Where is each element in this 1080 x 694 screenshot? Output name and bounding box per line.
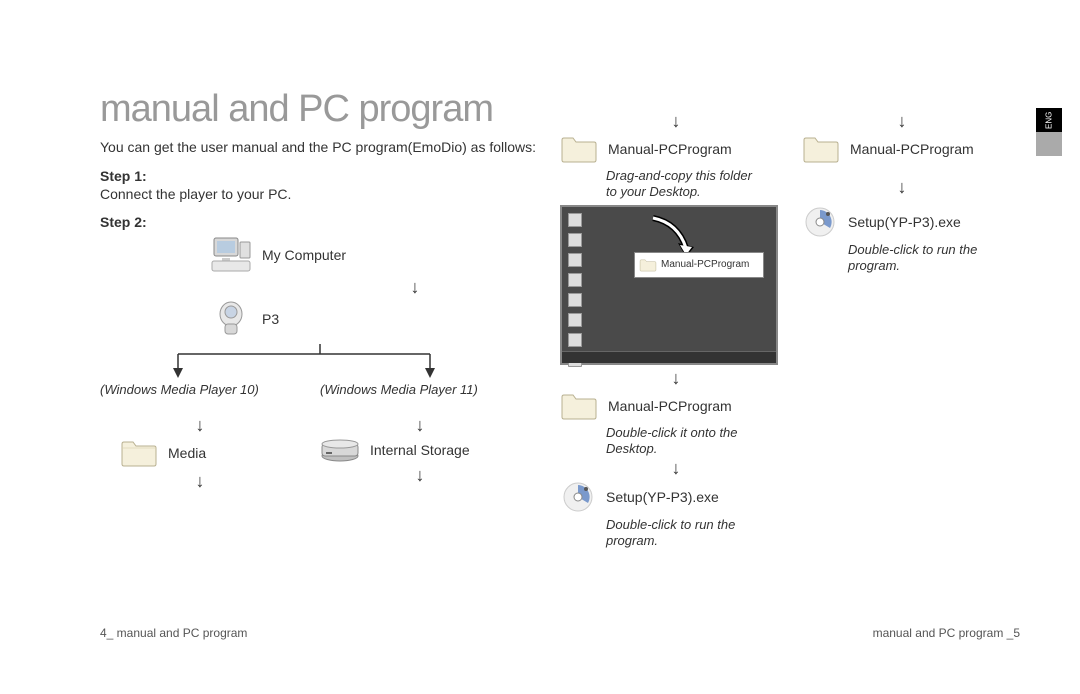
arrow-down-icon: ↓	[100, 472, 300, 490]
arrow-down-icon: ↓	[320, 466, 520, 484]
folder-icon	[802, 134, 840, 164]
computer-icon	[210, 236, 252, 274]
setup-row: Setup(YP-P3).exe	[560, 481, 792, 513]
page-right: ↓ Manual-PCProgram Drag-and-copy this fo…	[560, 20, 1020, 670]
folder-manual-label: Manual-PCProgram	[608, 141, 732, 157]
media-label: Media	[168, 445, 206, 461]
media-row: Media	[120, 438, 300, 468]
page-title: manual and PC program	[100, 90, 560, 128]
arrow-down-icon: ↓	[270, 278, 560, 296]
my-computer-label: My Computer	[262, 247, 346, 263]
drive-icon	[320, 438, 360, 462]
arrow-down-icon: ↓	[320, 416, 520, 434]
folder-icon	[560, 134, 598, 164]
intro-text: You can get the user manual and the PC p…	[100, 138, 560, 156]
wmp10-caption: (Windows Media Player 10)	[100, 382, 300, 398]
drag-folder-box: Manual-PCProgram	[634, 252, 764, 278]
folder-manual-row-2: Manual-PCProgram	[802, 134, 1002, 164]
footer-left: 4_ manual and PC program	[100, 626, 247, 640]
internal-storage-label: Internal Storage	[370, 442, 470, 458]
doubleclick-desktop-caption: Double-click it onto the Desktop.	[606, 425, 756, 458]
folder-icon	[560, 391, 598, 421]
folder-desktop-row: Manual-PCProgram	[560, 391, 792, 421]
setup-exe-icon	[802, 206, 838, 238]
step1-text: Connect the player to your PC.	[100, 186, 560, 202]
setup-row-2: Setup(YP-P3).exe	[802, 206, 1002, 238]
setup-exe-icon	[560, 481, 596, 513]
wmp11-caption: (Windows Media Player 11)	[320, 382, 520, 398]
arrow-down-icon: ↓	[560, 369, 792, 387]
arrow-down-icon: ↓	[560, 112, 792, 130]
language-tab-shadow	[1036, 132, 1062, 156]
drag-folder-label: Manual-PCProgram	[661, 259, 749, 270]
desktop-screenshot: Manual-PCProgram	[560, 205, 778, 365]
step2-label: Step 2:	[100, 214, 560, 230]
arrow-down-icon: ↓	[802, 178, 1002, 196]
page-left: manual and PC program You can get the us…	[100, 20, 560, 670]
arrow-down-icon: ↓	[802, 112, 1002, 130]
desktop-icons	[568, 213, 582, 367]
device-label: P3	[262, 311, 279, 327]
my-computer-row: My Computer	[210, 236, 560, 274]
taskbar	[562, 351, 776, 363]
setup-label: Setup(YP-P3).exe	[606, 489, 719, 505]
folder-icon	[120, 438, 158, 468]
right-column-1: ↓ Manual-PCProgram Drag-and-copy this fo…	[560, 110, 792, 550]
step1-label: Step 1:	[100, 168, 560, 184]
folder-desktop-label: Manual-PCProgram	[608, 398, 732, 414]
arrow-down-icon: ↓	[560, 459, 792, 477]
run-caption: Double-click to run the program.	[606, 517, 766, 550]
folder-manual-label-2: Manual-PCProgram	[850, 141, 974, 157]
device-icon	[210, 300, 252, 338]
device-row: P3	[210, 300, 560, 338]
run-caption-2: Double-click to run the program.	[848, 242, 1008, 275]
language-tab-label: ENG	[1036, 108, 1062, 132]
arrow-down-icon: ↓	[100, 416, 300, 434]
right-column-2: ↓ Manual-PCProgram ↓	[802, 110, 1002, 550]
branch-arrows	[100, 342, 530, 382]
setup-label-2: Setup(YP-P3).exe	[848, 214, 961, 230]
footer-right: manual and PC program _5	[873, 626, 1020, 640]
folder-manual-row: Manual-PCProgram	[560, 134, 792, 164]
language-tab: ENG	[1036, 108, 1062, 156]
drag-caption: Drag-and-copy this folder to your Deskto…	[606, 168, 756, 201]
internal-storage-row: Internal Storage	[320, 438, 520, 462]
